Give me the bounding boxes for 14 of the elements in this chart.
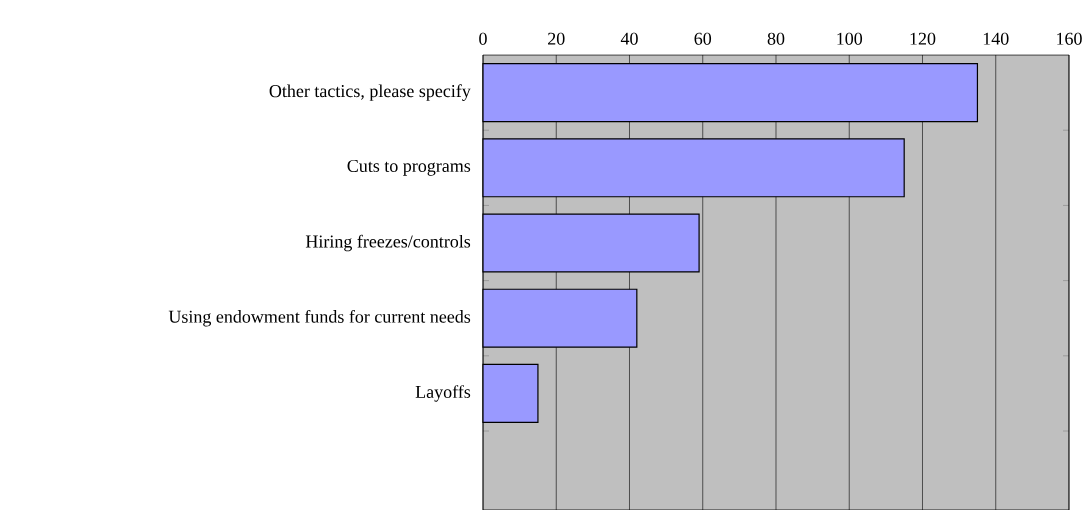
x-tick-label: 120 xyxy=(910,32,936,45)
y-tick-label: Other tactics, please specify xyxy=(269,84,471,101)
x-tick-label: 80 xyxy=(767,32,785,45)
x-tick-label: 20 xyxy=(548,32,565,45)
x-tick-label: 40 xyxy=(620,32,638,45)
x-tick-label: 0 xyxy=(479,32,487,45)
x-tick-label: 160 xyxy=(1057,32,1082,45)
y-tick-label: Cuts to programs xyxy=(347,159,471,176)
y-tick-label: Layoffs xyxy=(415,385,471,402)
x-tick-label: 60 xyxy=(694,32,712,45)
x-tick-label: 140 xyxy=(983,32,1009,45)
x-tick-label: 100 xyxy=(837,32,863,45)
y-tick-label: Using endowment funds for current needs xyxy=(168,309,471,327)
y-tick-label: Hiring freezes/controls xyxy=(305,234,471,252)
